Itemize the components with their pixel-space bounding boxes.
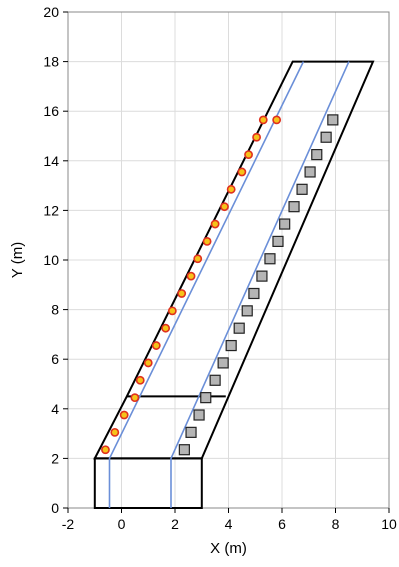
outline-layer [93, 60, 375, 509]
square-point [178, 444, 190, 456]
y-tick-label: 12 [43, 202, 59, 218]
x-tick-label: 4 [225, 516, 233, 532]
square-point [304, 166, 316, 178]
outline-shape [93, 457, 203, 509]
y-tick-label: 16 [43, 103, 59, 119]
y-tick-label: 2 [51, 450, 59, 466]
square-point [288, 201, 300, 213]
square-point [320, 131, 332, 143]
square-point [217, 357, 229, 369]
y-tick-label: 10 [43, 252, 59, 268]
circle-point [101, 445, 110, 455]
circle-point [258, 115, 268, 125]
y-tick-label: 4 [51, 401, 59, 417]
circle-point [210, 219, 220, 229]
x-tick-label: 2 [171, 516, 179, 532]
circle-point [151, 341, 161, 350]
circle-point [244, 150, 253, 159]
circle-point [226, 184, 236, 194]
y-tick-label: 8 [51, 302, 59, 318]
circle-point [110, 427, 120, 437]
x-tick-label: 0 [118, 516, 126, 532]
y-tick-label: 20 [43, 4, 59, 20]
outline-shape [93, 60, 375, 460]
square-point [209, 374, 221, 386]
circle-point [161, 323, 171, 333]
square-point [327, 114, 339, 126]
square-point [272, 235, 284, 247]
circle-point [252, 132, 261, 142]
square-point [241, 305, 253, 317]
circle-point [135, 375, 145, 385]
square-point [185, 426, 197, 438]
marker-layer [101, 114, 339, 456]
square-point [248, 287, 260, 300]
x-tick-label: 6 [278, 516, 286, 532]
guide-layer [108, 61, 350, 508]
circle-point [143, 358, 153, 368]
x-tick-label: 10 [381, 516, 397, 532]
y-tick-label: 6 [51, 351, 59, 367]
circle-point [202, 236, 212, 246]
circle-point [186, 271, 196, 281]
circle-point [167, 306, 177, 316]
square-point [279, 218, 291, 230]
square-point [233, 322, 245, 334]
circle-point [272, 115, 282, 125]
x-axis-label: X (m) [210, 540, 247, 557]
circle-point [237, 167, 247, 177]
y-tick-label: 18 [43, 54, 59, 70]
circle-point [193, 254, 203, 264]
y-tick-label: 14 [43, 153, 59, 169]
square-point [200, 392, 212, 404]
circle-point [130, 393, 140, 403]
square-point [296, 183, 308, 195]
square-point [264, 253, 276, 265]
guide-line [170, 61, 350, 508]
circle-point [177, 289, 187, 298]
circle-point [119, 410, 129, 420]
square-point [193, 409, 205, 421]
square-point [311, 149, 323, 161]
guide-line [108, 61, 305, 508]
circle-point [220, 202, 229, 212]
square-point [256, 270, 268, 282]
y-tick-label: 0 [51, 500, 59, 516]
x-tick-label: 8 [332, 516, 340, 532]
x-tick-label: -2 [62, 516, 75, 532]
square-point [225, 339, 237, 352]
y-axis-label: Y (m) [9, 242, 26, 278]
